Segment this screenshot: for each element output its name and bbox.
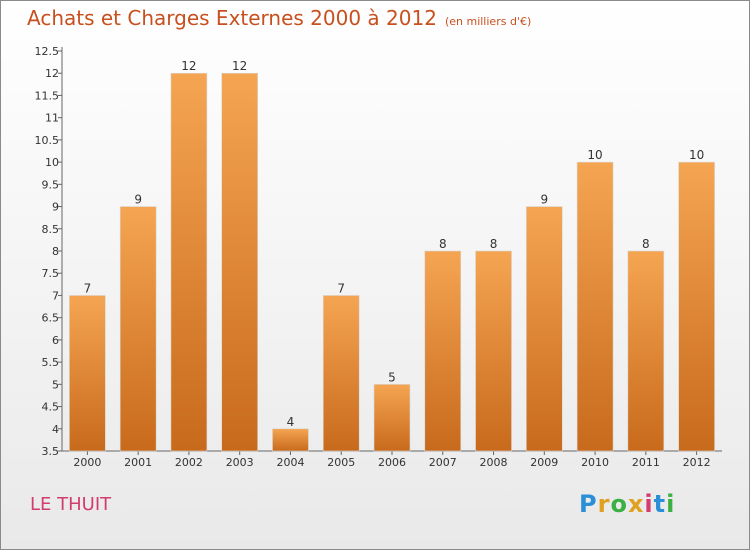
logo-letter: r — [598, 490, 611, 518]
y-tick-label: 7 — [52, 289, 59, 302]
logo-letter: t — [654, 490, 666, 518]
y-tick-label: 10.5 — [35, 134, 60, 147]
x-tick-label: 2002 — [175, 456, 203, 469]
y-tick-label: 11.5 — [35, 89, 60, 102]
proxiti-logo: Proxiti — [579, 490, 675, 518]
logo-letter: o — [610, 490, 628, 518]
bar-2011 — [628, 251, 664, 451]
y-tick-label: 9 — [52, 201, 59, 214]
y-tick-label: 3.5 — [42, 445, 60, 458]
x-tick-label: 2010 — [581, 456, 609, 469]
x-tick-label: 2012 — [683, 456, 711, 469]
y-tick-label: 7.5 — [42, 267, 60, 280]
location-name: LE THUIT — [30, 494, 111, 515]
y-tick-label: 5.5 — [42, 356, 60, 369]
data-label-2005: 7 — [337, 281, 345, 295]
y-tick-label: 8 — [52, 245, 59, 258]
data-label-2006: 5 — [388, 370, 396, 384]
data-label-2007: 8 — [439, 237, 447, 251]
logo-letter: i — [666, 490, 675, 518]
bar-2005 — [323, 295, 359, 451]
x-tick-label: 2006 — [378, 456, 406, 469]
bar-2001 — [120, 207, 156, 451]
logo-letter: i — [644, 490, 653, 518]
bar-2006 — [374, 384, 410, 451]
bar-2008 — [476, 251, 512, 451]
bar-chart: 3.5 4 4.5 5 5.5 6 6.5 7 7.5 8 8.5 9 9.5 10 10.5 11 11.5 1… — [0, 0, 750, 550]
x-tick-label: 2001 — [124, 456, 152, 469]
y-tick-label: 11 — [45, 112, 59, 125]
data-label-2008: 8 — [490, 237, 498, 251]
y-tick-label: 5 — [52, 378, 59, 391]
x-tick-label: 2007 — [429, 456, 457, 469]
data-label-2003: 12 — [232, 59, 247, 73]
x-tick-label: 2008 — [480, 456, 508, 469]
x-tick-label: 2003 — [226, 456, 254, 469]
x-tick-label: 2004 — [276, 456, 304, 469]
bar-2010 — [577, 162, 613, 451]
data-label-2011: 8 — [642, 237, 650, 251]
data-label-2001: 9 — [134, 193, 142, 207]
bar-2002 — [171, 73, 207, 451]
logo-letter: x — [628, 490, 644, 518]
data-label-2004: 4 — [287, 415, 295, 429]
logo-letter: P — [579, 490, 598, 518]
x-tick-label: 2000 — [73, 456, 101, 469]
y-tick-label: 12 — [45, 67, 59, 80]
bar-2003 — [222, 73, 258, 451]
y-tick-label: 12.5 — [35, 45, 60, 58]
data-label-2010: 10 — [587, 148, 602, 162]
data-label-2002: 12 — [181, 59, 196, 73]
x-tick-label: 2009 — [530, 456, 558, 469]
bar-2012 — [679, 162, 715, 451]
data-label-2012: 10 — [689, 148, 704, 162]
y-tick-label: 4 — [52, 423, 59, 436]
bar-2007 — [425, 251, 461, 451]
y-tick-label: 6 — [52, 334, 59, 347]
y-tick-label: 9.5 — [42, 178, 60, 191]
data-label-2000: 7 — [84, 281, 92, 295]
y-tick-label: 4.5 — [42, 401, 60, 414]
bar-2004 — [272, 429, 308, 451]
bar-2000 — [69, 295, 105, 451]
data-label-2009: 9 — [540, 193, 548, 207]
x-tick-label: 2005 — [327, 456, 355, 469]
y-tick-label: 8.5 — [42, 223, 60, 236]
bar-2009 — [526, 207, 562, 451]
y-tick-label: 10 — [45, 156, 59, 169]
y-tick-label: 6.5 — [42, 312, 60, 325]
x-tick-label: 2011 — [632, 456, 660, 469]
